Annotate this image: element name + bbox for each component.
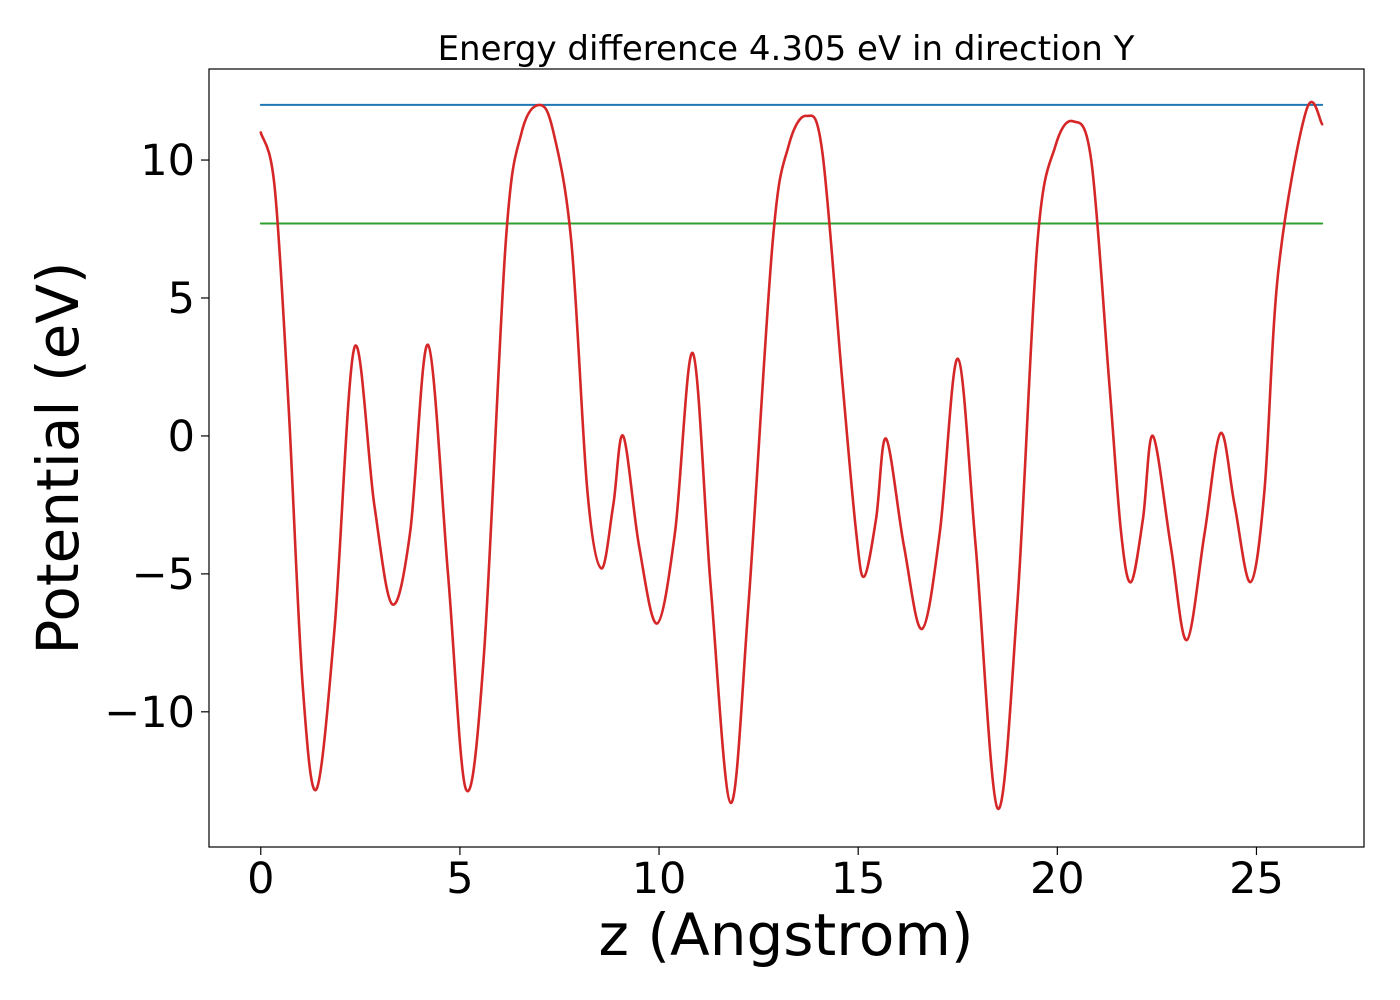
x-tick-label: 25: [1229, 854, 1284, 904]
x-tick-label: 15: [831, 854, 886, 904]
y-axis-label: Potential (eV): [24, 261, 92, 654]
chart-title: Energy difference 4.305 eV in direction …: [438, 29, 1135, 69]
y-axis-ticks: −10 −5 0 5 10: [104, 136, 209, 738]
x-tick-label: 20: [1030, 854, 1085, 904]
plot-area: [208, 68, 1365, 848]
x-axis-ticks: 0 5 10 15 20 25: [247, 847, 1284, 904]
series-layer: [259, 100, 1324, 810]
x-tick-label: 5: [446, 854, 473, 904]
potential-curve: [259, 100, 1324, 810]
y-tick-label: 0: [168, 412, 195, 462]
y-tick-label: 5: [168, 274, 195, 324]
x-tick-label: 0: [247, 854, 274, 904]
x-tick-label: 10: [632, 854, 687, 904]
y-tick-label: −5: [132, 550, 195, 600]
y-tick-label: −10: [104, 688, 195, 738]
x-axis-label: z (Angstrom): [599, 901, 974, 969]
y-tick-label: 10: [140, 136, 195, 186]
